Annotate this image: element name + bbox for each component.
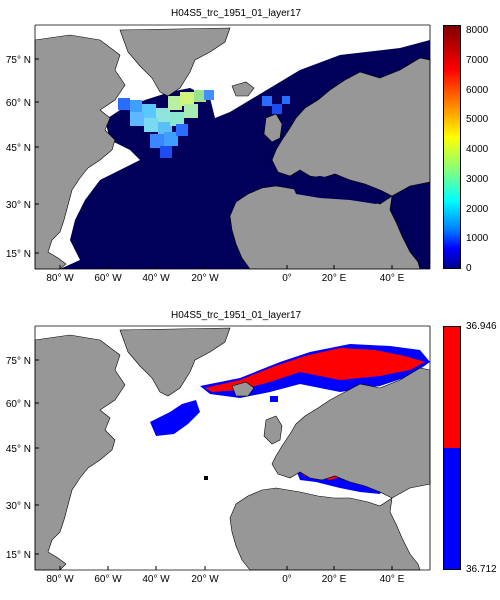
lat-label: 15° N — [6, 550, 31, 561]
map-1-mediterranean — [290, 176, 390, 204]
colorbar-1-tick: 7000 — [466, 54, 489, 66]
lon-label: 40° W — [142, 574, 170, 585]
colorbar-2 — [443, 326, 461, 570]
colorbar-1-tick: 8000 — [466, 25, 489, 36]
lat-label: 75° N — [6, 356, 31, 367]
lon-label: 40° W — [142, 273, 170, 284]
map-1: 75° N 60° N 45° N 30° N 15° N 80° W 60° W 40° … — [6, 24, 431, 284]
colorbar-1-tick: 3000 — [466, 173, 489, 185]
map-panel-2: H04S5_trc_1951_01_layer17 75° N 60° N 45° … — [0, 300, 500, 600]
land-iceland — [231, 81, 255, 97]
lon-label: 60° W — [94, 273, 122, 284]
map-2-lat-labels: 75° N 60° N 45° N 30° N 15° N — [6, 356, 39, 561]
colorbar-2-bottom-label: 36.712 — [466, 564, 497, 575]
map-1-shelf — [35, 25, 430, 269]
colorbar-1 — [443, 25, 461, 269]
lon-label: 80° W — [46, 574, 74, 585]
colorbar-2-top-label: 36.946 — [466, 321, 497, 332]
lat-label: 30° N — [6, 501, 31, 512]
colorbar-1-tick: 1000 — [466, 233, 489, 245]
land-iceland-2 — [231, 381, 255, 397]
lon-label: 60° W — [94, 574, 122, 585]
lon-label: 20° W — [191, 574, 219, 585]
map-panel-1: H04S5_trc_1951_01_layer17 — [6, 8, 489, 284]
map-1-lat-labels: 75° N 60° N 45° N 30° N 15° N — [6, 55, 39, 260]
lon-label: 20° E — [322, 574, 347, 585]
land-greenland-2 — [119, 327, 231, 397]
lon-label: 40° E — [380, 574, 405, 585]
lat-label: 60° N — [6, 399, 31, 410]
colorbar-2-lower — [444, 448, 460, 569]
lat-label: 15° N — [6, 249, 31, 260]
land-british-isles-2 — [263, 415, 283, 445]
colorbar-1-tick: 6000 — [466, 84, 489, 96]
map-2-lon-labels: 80° W 60° W 40° W 20° W 0° 20° E 40° E — [46, 566, 405, 585]
lat-label: 75° N — [6, 55, 31, 66]
colorbar-1-tick: 2000 — [466, 203, 489, 215]
lon-label: 20° E — [322, 273, 347, 284]
lon-label: 80° W — [46, 273, 74, 284]
land-europe-africa-2 — [229, 367, 431, 571]
map-2: 75° N 60° N 45° N 30° N 15° N 80° W 60° W 40° … — [6, 325, 431, 585]
land-greenland — [119, 27, 231, 97]
colorbar-1-tick: 5000 — [466, 114, 489, 126]
tracer-patch — [118, 90, 290, 158]
colorbar-1-tick: 0 — [466, 263, 472, 274]
land-north-america — [34, 34, 126, 270]
lat-label: 45° N — [6, 143, 31, 154]
colorbar-2-upper — [444, 327, 460, 448]
panel-1-title: H04S5_trc_1951_01_layer17 — [171, 8, 302, 19]
lon-label: 40° E — [380, 273, 405, 284]
lon-label: 0° — [282, 273, 292, 284]
lat-label: 30° N — [6, 200, 31, 211]
map-1-lon-labels: 80° W 60° W 40° W 20° W 0° 20° E 40° E — [46, 265, 405, 284]
lat-label: 60° N — [6, 98, 31, 109]
panel-2-title: H04S5_trc_1951_01_layer17 — [171, 310, 302, 321]
lon-label: 20° W — [191, 273, 219, 284]
colorbar-1-tick: 4000 — [466, 144, 489, 155]
lon-label: 0° — [282, 574, 292, 585]
land-british-isles — [263, 113, 283, 143]
land-north-america-2 — [34, 334, 126, 571]
lat-label: 45° N — [6, 444, 31, 455]
